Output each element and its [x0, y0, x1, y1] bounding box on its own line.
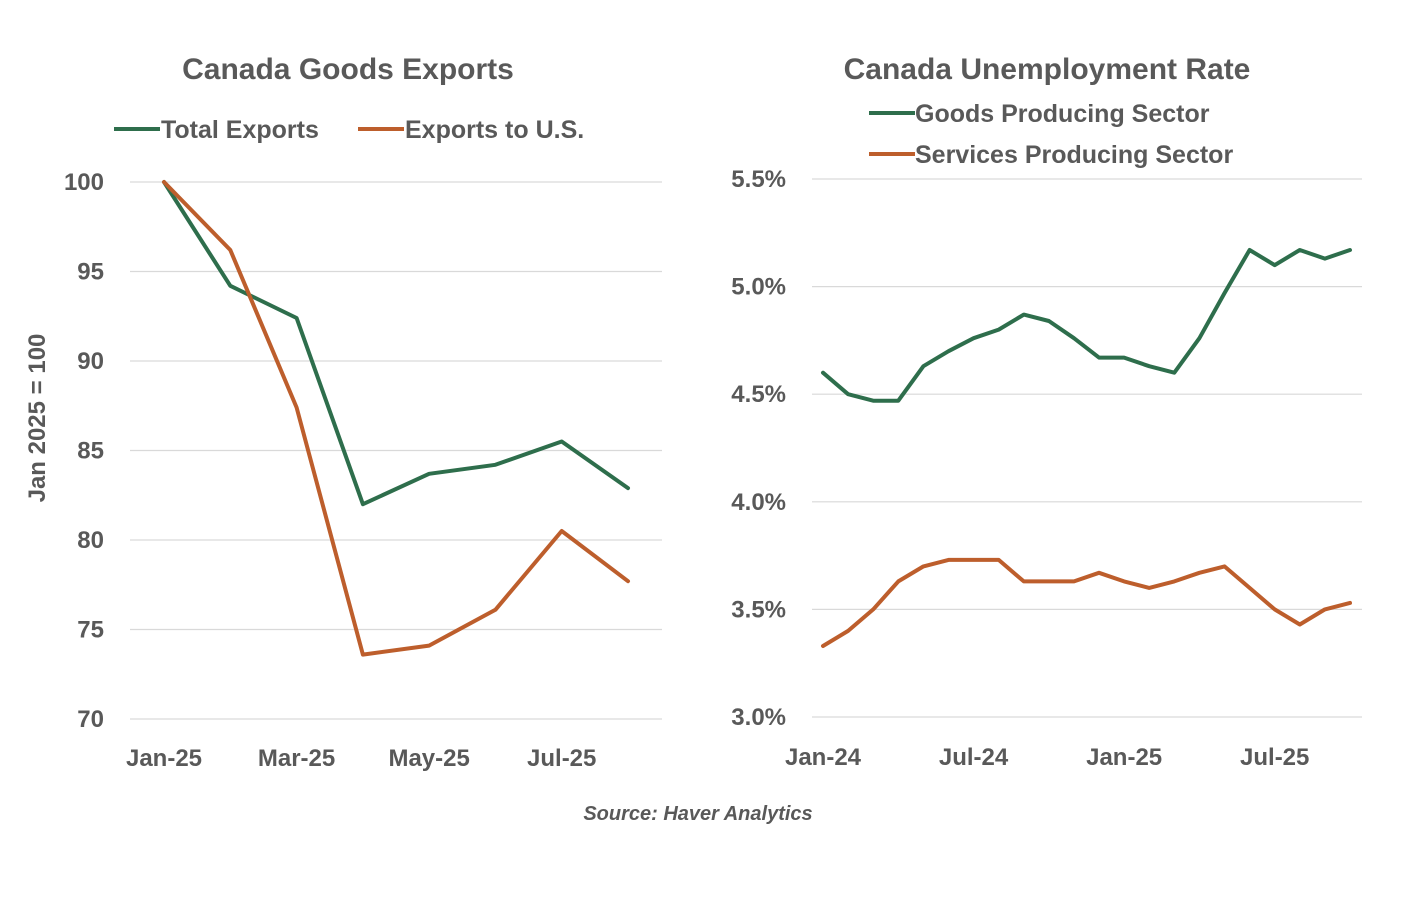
y-tick-label: 85 — [77, 438, 104, 465]
unemployment-chart-title: Canada Unemployment Rate — [844, 53, 1251, 86]
series-line-services-producing-sector — [821, 557, 1352, 648]
exports-y-ticks: 100 95 90 85 80 75 70 — [64, 169, 104, 733]
y-tick-label: 80 — [77, 527, 104, 554]
unemployment-x-ticks: Jan-24 Jul-24 Jan-25 Jul-25 — [785, 744, 1309, 771]
y-tick-label: 4.0% — [731, 489, 786, 516]
unemployment-chart: Canada Unemployment Rate Goods Producing… — [731, 53, 1362, 771]
exports-series — [162, 180, 630, 657]
y-tick-label: 3.5% — [731, 596, 786, 623]
exports-chart-title: Canada Goods Exports — [182, 53, 514, 86]
x-tick-label: Jul-25 — [527, 745, 596, 772]
source-note: Source: Haver Analytics — [583, 803, 812, 825]
legend-label-services-producing: Services Producing Sector — [915, 141, 1233, 169]
unemployment-series — [821, 248, 1352, 648]
y-tick-label: 75 — [77, 617, 104, 644]
y-tick-label: 70 — [77, 706, 104, 733]
exports-legend: Total Exports Exports to U.S. — [114, 116, 584, 144]
unemployment-y-ticks: 5.5% 5.0% 4.5% 4.0% 3.5% 3.0% — [731, 166, 786, 731]
x-tick-label: Jul-24 — [939, 744, 1009, 771]
y-tick-label: 3.0% — [731, 704, 786, 731]
legend-label-goods-producing: Goods Producing Sector — [915, 100, 1210, 128]
unemployment-gridlines — [812, 178, 1362, 718]
legend-label-total-exports: Total Exports — [161, 116, 319, 144]
legend-label-exports-to-us: Exports to U.S. — [405, 116, 584, 144]
x-tick-label: Jan-25 — [1086, 744, 1162, 771]
x-tick-label: Jan-25 — [126, 745, 202, 772]
unemployment-legend: Goods Producing Sector Services Producin… — [869, 100, 1233, 169]
series-line-exports-to-u-s — [162, 180, 630, 657]
y-tick-label: 100 — [64, 169, 104, 196]
exports-x-ticks: Jan-25 Mar-25 May-25 Jul-25 — [126, 745, 596, 772]
y-tick-label: 5.5% — [731, 166, 786, 193]
x-tick-label: Mar-25 — [258, 745, 335, 772]
exports-y-axis-label: Jan 2025 = 100 — [24, 334, 51, 503]
y-tick-label: 90 — [77, 348, 104, 375]
exports-chart: Canada Goods Exports Total Exports Expor… — [24, 53, 662, 772]
y-tick-label: 95 — [77, 259, 104, 286]
y-tick-label: 4.5% — [731, 381, 786, 408]
x-tick-label: May-25 — [388, 745, 469, 772]
exports-gridlines — [130, 181, 662, 720]
series-line-total-exports — [162, 180, 630, 507]
x-tick-label: Jul-25 — [1240, 744, 1309, 771]
y-tick-label: 5.0% — [731, 274, 786, 301]
series-line-goods-producing-sector — [821, 248, 1352, 403]
x-tick-label: Jan-24 — [785, 744, 862, 771]
